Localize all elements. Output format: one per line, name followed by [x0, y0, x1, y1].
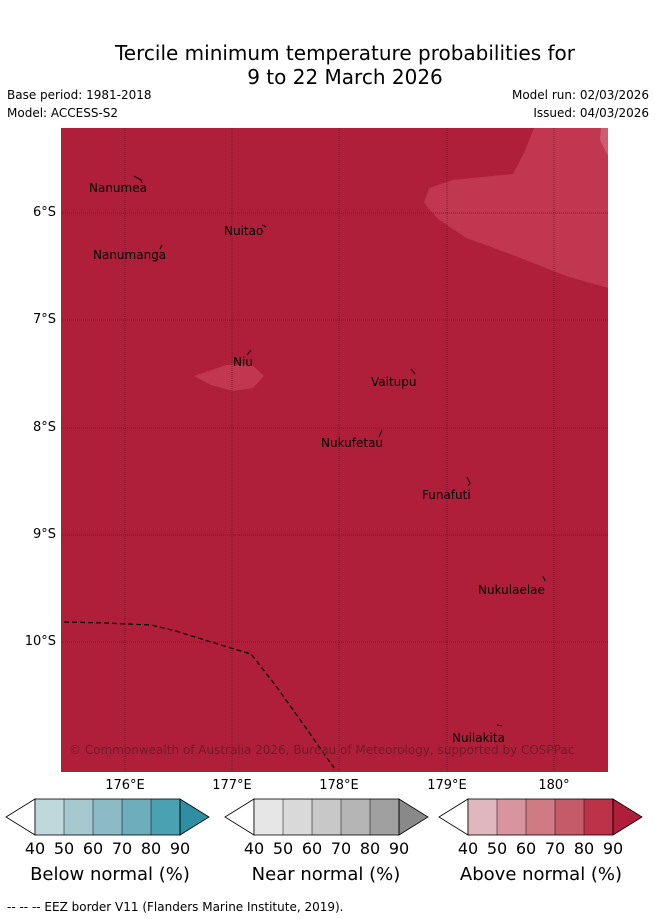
- base-period: Base period: 1981-2018: [7, 88, 152, 102]
- colorbar-title-near: Near normal (%): [251, 864, 401, 885]
- colorbar-tick: 50: [486, 839, 508, 858]
- colorbar-below-normal: [5, 798, 210, 836]
- colorbar-segment: [555, 799, 584, 835]
- colorbar-segment: [122, 799, 151, 835]
- model-name: Model: ACCESS-S2: [7, 106, 119, 120]
- colorbar-tick: 70: [111, 839, 133, 858]
- colorbar-tick: 60: [301, 839, 323, 858]
- place-label: Nukulaelae: [478, 583, 545, 597]
- colorbar-segment: [438, 798, 469, 836]
- colorbar-tick: 80: [359, 839, 381, 858]
- colorbar-segment: [151, 799, 180, 835]
- lon-label: 178°E: [319, 778, 359, 793]
- place-labels: Nanumea Nuitao Nanumanga Niu Vaitupu Nuk…: [89, 181, 545, 745]
- colorbar-tick: 40: [457, 839, 479, 858]
- place-label: Nuilakita: [452, 731, 505, 745]
- colorbar-segment: [584, 799, 613, 835]
- colorbar-tick: 60: [515, 839, 537, 858]
- place-label: Vaitupu: [371, 375, 417, 389]
- model-run: Model run: 02/03/2026: [511, 88, 649, 102]
- issued-date: Issued: 04/03/2026: [533, 106, 649, 120]
- lat-label: 10°S: [24, 634, 56, 649]
- lat-label: 9°S: [32, 527, 56, 542]
- colorbar-tick: 50: [272, 839, 294, 858]
- place-label: Nukufetau: [321, 436, 383, 450]
- colorbar-segment: [497, 799, 526, 835]
- above-normal-70-region-corner: [600, 128, 608, 156]
- colorbar-tick: 40: [24, 839, 46, 858]
- lon-label: 180°: [538, 778, 570, 793]
- colorbar-tick: 70: [544, 839, 566, 858]
- colorbar-title-above: Above normal (%): [459, 864, 623, 885]
- colorbar-title-below: Below normal (%): [30, 864, 190, 885]
- lon-label: 179°E: [427, 778, 467, 793]
- colorbar-tick: 90: [388, 839, 410, 858]
- place-label: Nuitao: [224, 224, 263, 238]
- colorbar-above-normal: [438, 798, 643, 836]
- colorbar-near-normal: [224, 798, 429, 836]
- colorbar-tick: 90: [602, 839, 624, 858]
- lon-label: 177°E: [212, 778, 252, 793]
- colorbar-segment: [179, 798, 210, 836]
- place-label: Nanumea: [89, 181, 147, 195]
- place-label: Nanumanga: [93, 248, 166, 262]
- graticule: [61, 128, 608, 772]
- colorbar-segment: [341, 799, 370, 835]
- colorbar-tick: 40: [243, 839, 265, 858]
- colorbar-tick: 50: [53, 839, 75, 858]
- place-label: Niu: [233, 355, 253, 369]
- colorbar-tick: 90: [169, 839, 191, 858]
- title-line-1: Tercile minimum temperature probabilitie…: [114, 41, 576, 65]
- colorbar-segment: [5, 798, 36, 836]
- colorbar-segment: [64, 799, 93, 835]
- colorbar-tick: 80: [140, 839, 162, 858]
- lon-label: 176°E: [105, 778, 145, 793]
- lat-label: 6°S: [32, 205, 56, 220]
- above-normal-80-region-niu: [194, 364, 264, 391]
- colorbar-segment: [254, 799, 283, 835]
- chart-title: Tercile minimum temperature probabilitie…: [0, 41, 655, 89]
- lat-label: 7°S: [32, 312, 56, 327]
- probability-map: Nanumea Nuitao Nanumanga Niu Vaitupu Nuk…: [61, 128, 608, 772]
- colorbar-segment: [370, 799, 399, 835]
- colorbar-segment: [312, 799, 341, 835]
- lat-label: 8°S: [32, 420, 56, 435]
- colorbar-segment: [224, 798, 255, 836]
- colorbar-tick: 60: [82, 839, 104, 858]
- colorbar-segment: [35, 799, 64, 835]
- colorbar-segment: [283, 799, 312, 835]
- colorbar-segment: [526, 799, 555, 835]
- eez-footnote: -- -- -- EEZ border V11 (Flanders Marine…: [7, 900, 344, 914]
- island-outlines: [133, 175, 546, 727]
- colorbar-tick: 70: [330, 839, 352, 858]
- place-label: Funafuti: [422, 488, 471, 502]
- eez-border: [63, 621, 335, 769]
- above-normal-80-region-ne: [424, 128, 608, 288]
- copyright-notice: © Commonwealth of Australia 2026, Bureau…: [69, 743, 574, 757]
- colorbar-segment: [612, 798, 643, 836]
- colorbar-segment: [398, 798, 429, 836]
- colorbar-tick: 80: [573, 839, 595, 858]
- colorbar-segment: [93, 799, 122, 835]
- colorbar-segment: [468, 799, 497, 835]
- title-line-2: 9 to 22 March 2026: [247, 65, 443, 89]
